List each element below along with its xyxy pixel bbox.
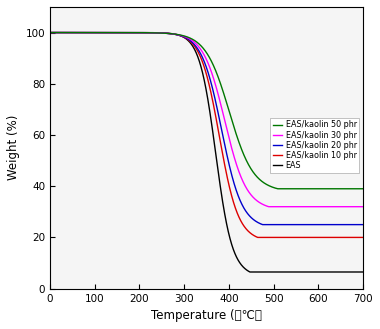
EAS/kaolin 30 phr — [266, 205, 271, 209]
EAS — [64, 31, 68, 35]
EAS — [192, 46, 196, 50]
Line: EAS/kaolin 50 phr: EAS/kaolin 50 phr — [50, 33, 363, 189]
EAS/kaolin 30 phr — [200, 50, 204, 54]
EAS/kaolin 20 phr — [294, 223, 299, 227]
EAS — [48, 31, 52, 35]
EAS/kaolin 50 phr — [361, 187, 366, 191]
Line: EAS: EAS — [50, 33, 363, 272]
EAS/kaolin 20 phr — [361, 223, 366, 227]
EAS/kaolin 20 phr — [352, 223, 356, 227]
EAS — [248, 270, 252, 274]
EAS — [294, 270, 299, 274]
EAS — [352, 270, 356, 274]
EAS — [200, 70, 204, 74]
EAS/kaolin 10 phr — [200, 60, 204, 63]
EAS/kaolin 50 phr — [352, 187, 356, 191]
EAS/kaolin 10 phr — [361, 236, 366, 240]
EAS/kaolin 50 phr — [352, 187, 356, 191]
EAS/kaolin 10 phr — [352, 236, 356, 240]
EAS/kaolin 30 phr — [352, 205, 356, 209]
Line: EAS/kaolin 30 phr: EAS/kaolin 30 phr — [50, 33, 363, 207]
EAS/kaolin 30 phr — [361, 205, 366, 209]
EAS/kaolin 20 phr — [352, 223, 356, 227]
EAS/kaolin 10 phr — [255, 236, 260, 240]
EAS/kaolin 20 phr — [64, 31, 68, 35]
EAS — [352, 270, 356, 274]
Line: EAS/kaolin 20 phr: EAS/kaolin 20 phr — [50, 33, 363, 225]
EAS — [361, 270, 366, 274]
Legend: EAS/kaolin 50 phr, EAS/kaolin 30 phr, EAS/kaolin 20 phr, EAS/kaolin 10 phr, EAS: EAS/kaolin 50 phr, EAS/kaolin 30 phr, EA… — [270, 118, 359, 173]
EAS/kaolin 50 phr — [294, 187, 299, 191]
EAS/kaolin 10 phr — [352, 236, 356, 240]
EAS/kaolin 50 phr — [200, 45, 204, 49]
EAS/kaolin 20 phr — [48, 31, 52, 35]
EAS/kaolin 30 phr — [64, 31, 68, 35]
EAS/kaolin 20 phr — [260, 223, 265, 227]
EAS/kaolin 30 phr — [192, 40, 196, 44]
X-axis label: Temperature (（℃）: Temperature (（℃） — [151, 309, 262, 322]
EAS/kaolin 10 phr — [64, 31, 68, 35]
EAS/kaolin 10 phr — [48, 31, 52, 35]
EAS/kaolin 50 phr — [276, 187, 280, 191]
EAS/kaolin 20 phr — [200, 55, 204, 59]
EAS/kaolin 50 phr — [48, 31, 52, 35]
Line: EAS/kaolin 10 phr: EAS/kaolin 10 phr — [50, 33, 363, 238]
EAS/kaolin 30 phr — [352, 205, 356, 209]
EAS/kaolin 50 phr — [64, 31, 68, 35]
Y-axis label: Weight (%): Weight (%) — [7, 115, 20, 181]
EAS/kaolin 20 phr — [192, 42, 196, 46]
EAS/kaolin 50 phr — [192, 38, 196, 42]
EAS/kaolin 30 phr — [294, 205, 299, 209]
EAS/kaolin 30 phr — [48, 31, 52, 35]
EAS/kaolin 10 phr — [294, 236, 299, 240]
EAS/kaolin 10 phr — [192, 43, 196, 47]
